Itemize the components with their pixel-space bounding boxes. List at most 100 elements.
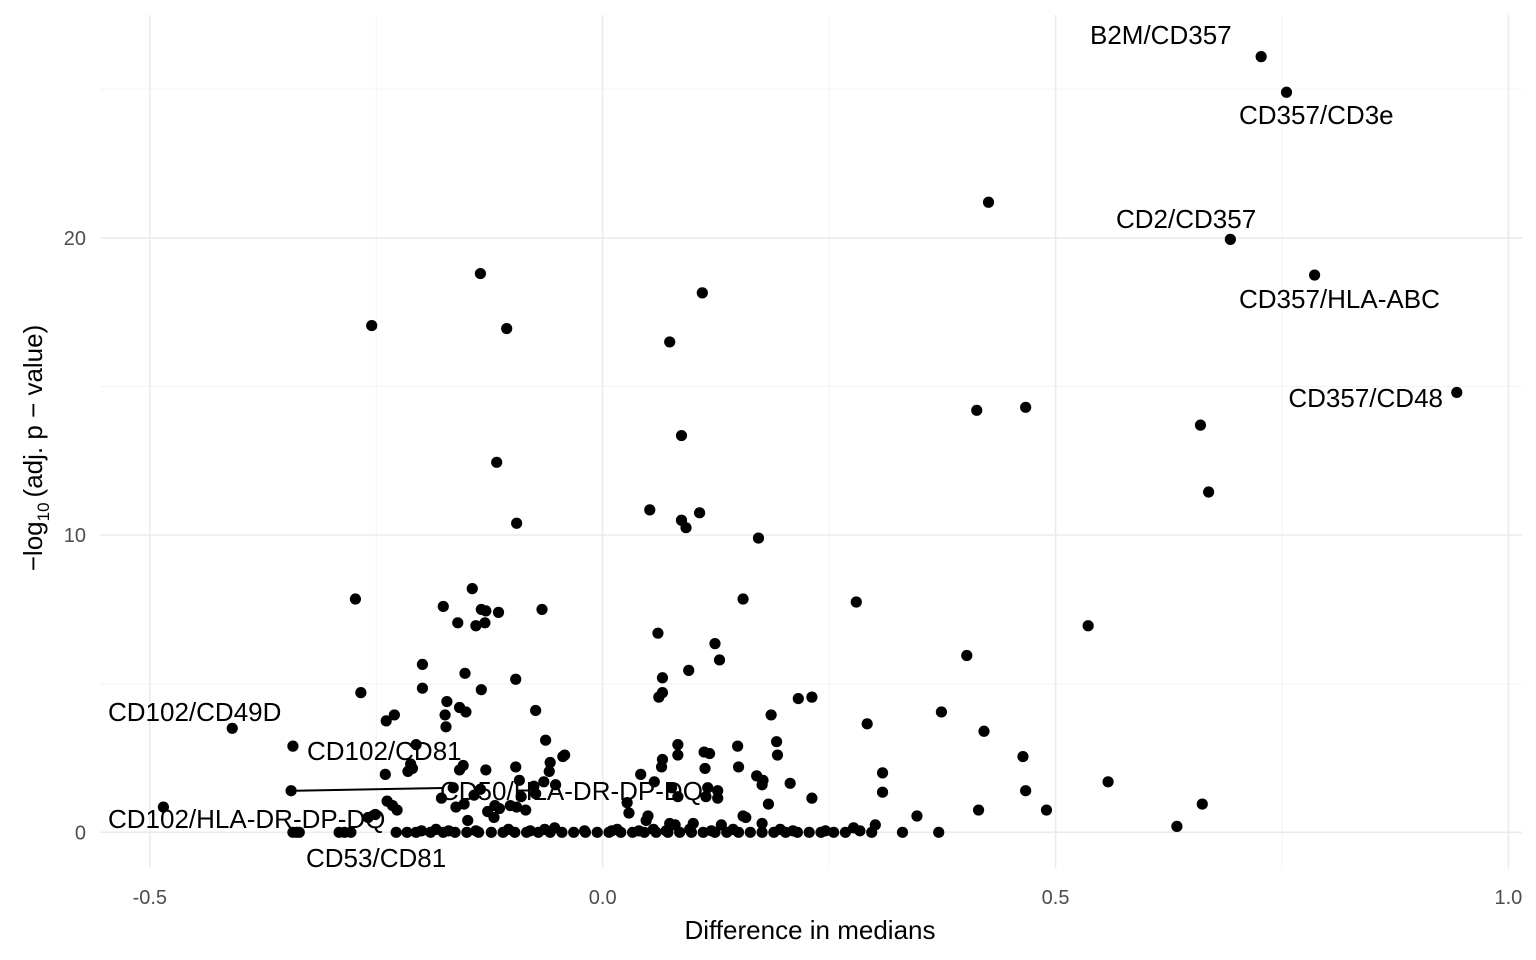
data-point bbox=[635, 768, 647, 780]
data-point bbox=[770, 736, 783, 748]
data-point bbox=[935, 706, 948, 718]
data-point bbox=[621, 797, 633, 809]
data-point bbox=[982, 196, 995, 208]
data-point bbox=[453, 764, 466, 776]
data-point bbox=[485, 826, 497, 838]
data-point bbox=[504, 799, 516, 812]
data-point bbox=[700, 791, 712, 803]
data-point bbox=[539, 823, 551, 835]
data-point bbox=[806, 792, 818, 804]
data-point bbox=[674, 826, 686, 838]
point-label: CD357/CD3e bbox=[1239, 100, 1394, 130]
labeled-data-point bbox=[1451, 386, 1463, 399]
data-point bbox=[680, 522, 692, 534]
data-point bbox=[470, 620, 482, 632]
data-point bbox=[379, 768, 391, 780]
data-point bbox=[430, 823, 442, 835]
x-tick-label: 0.5 bbox=[1042, 887, 1070, 909]
data-point bbox=[556, 826, 568, 838]
data-point bbox=[876, 786, 889, 798]
data-point bbox=[727, 823, 739, 835]
data-point bbox=[366, 319, 378, 332]
data-point bbox=[390, 826, 402, 838]
data-point bbox=[854, 825, 866, 837]
data-point bbox=[510, 673, 522, 685]
labeled-data-point bbox=[226, 722, 238, 734]
data-point bbox=[568, 826, 580, 838]
data-point bbox=[756, 826, 768, 838]
data-point bbox=[462, 814, 474, 827]
data-point bbox=[732, 761, 745, 773]
labeled-data-point bbox=[1280, 86, 1293, 98]
data-point bbox=[647, 823, 660, 835]
data-point bbox=[1020, 785, 1032, 797]
data-point bbox=[439, 709, 451, 721]
data-point bbox=[709, 638, 721, 650]
point-label: CD2/CD357 bbox=[1116, 204, 1256, 234]
data-point bbox=[850, 596, 862, 608]
y-axis-title-suffix: (adj. p − value) bbox=[18, 325, 48, 498]
data-point bbox=[345, 826, 357, 838]
data-point bbox=[765, 709, 777, 721]
labeled-data-point bbox=[1255, 51, 1267, 63]
data-point bbox=[416, 658, 429, 671]
y-tick-label: 0 bbox=[75, 822, 86, 844]
data-point bbox=[437, 600, 449, 613]
data-point bbox=[415, 825, 428, 837]
data-point bbox=[349, 593, 362, 605]
labeled-data-point bbox=[285, 785, 297, 797]
x-tick-label: 0.0 bbox=[589, 887, 617, 909]
point-label: CD357/HLA-ABC bbox=[1239, 284, 1440, 314]
data-point bbox=[520, 804, 532, 816]
data-point bbox=[458, 798, 470, 810]
data-point bbox=[787, 825, 799, 837]
data-point bbox=[623, 807, 635, 819]
data-point bbox=[756, 817, 768, 830]
data-point bbox=[672, 739, 684, 751]
data-point bbox=[732, 740, 744, 752]
labeled-data-point bbox=[287, 740, 299, 752]
data-point bbox=[470, 825, 482, 837]
data-point bbox=[435, 792, 448, 804]
y-axis-title: −log10 (adj. p − value) bbox=[18, 325, 53, 572]
data-point bbox=[640, 814, 652, 827]
data-point bbox=[355, 687, 367, 699]
data-point bbox=[1194, 419, 1207, 431]
point-label: CD102/HLA-DR-DP-DQ bbox=[108, 804, 385, 834]
data-points bbox=[157, 51, 1463, 838]
data-point bbox=[515, 791, 527, 803]
label-leader-line bbox=[295, 787, 444, 792]
data-point bbox=[771, 749, 784, 761]
point-labels: B2M/CD357 CD357/CD3e CD2/CD357 CD357/HLA-AB… bbox=[108, 20, 1443, 873]
x-axis-title: Difference in medians bbox=[685, 915, 936, 945]
data-point bbox=[911, 810, 923, 822]
data-point bbox=[402, 765, 414, 778]
data-point bbox=[441, 695, 453, 708]
data-point bbox=[876, 767, 889, 779]
data-point bbox=[1102, 776, 1114, 788]
data-point bbox=[866, 826, 878, 838]
data-point bbox=[452, 617, 464, 629]
data-point bbox=[756, 779, 768, 791]
labeled-data-point bbox=[1308, 269, 1321, 281]
data-point bbox=[644, 504, 656, 516]
data-point bbox=[362, 811, 374, 824]
data-point bbox=[702, 782, 714, 794]
data-point bbox=[559, 749, 571, 761]
data-point bbox=[703, 747, 716, 760]
data-point bbox=[972, 804, 985, 816]
data-point bbox=[530, 704, 542, 717]
data-point bbox=[752, 532, 765, 544]
point-label: CD102/CD49D bbox=[108, 697, 281, 727]
data-point bbox=[696, 287, 708, 299]
data-point bbox=[443, 825, 455, 837]
data-point bbox=[978, 725, 990, 737]
data-point bbox=[1040, 804, 1053, 816]
data-point bbox=[971, 404, 983, 416]
data-point bbox=[762, 798, 775, 810]
data-point bbox=[792, 692, 804, 705]
data-point bbox=[744, 826, 756, 838]
data-point bbox=[839, 826, 852, 838]
x-tick-label: -0.5 bbox=[133, 887, 167, 909]
data-point bbox=[933, 826, 945, 838]
